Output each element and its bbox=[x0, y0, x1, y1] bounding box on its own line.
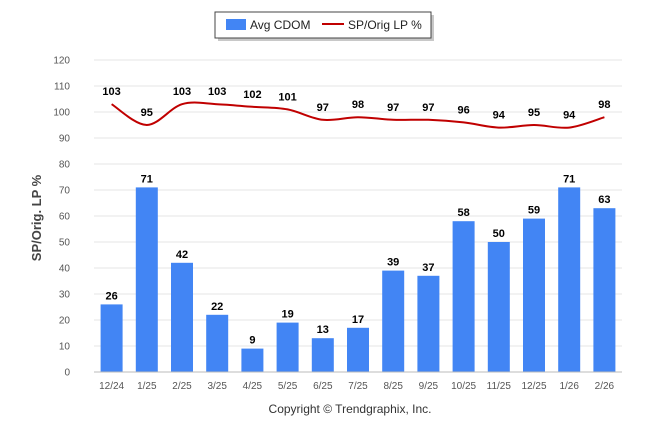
bar-value-label: 17 bbox=[352, 314, 364, 326]
bar-value-label: 19 bbox=[281, 309, 293, 321]
x-tick-label: 3/25 bbox=[207, 381, 227, 392]
bar bbox=[487, 242, 510, 372]
y-tick-label: 80 bbox=[59, 160, 71, 171]
line-value-label: 97 bbox=[387, 102, 399, 114]
line-value-label: 98 bbox=[598, 99, 610, 111]
bar-value-label: 37 bbox=[422, 262, 434, 274]
x-tick-label: 12/25 bbox=[521, 381, 546, 392]
line-value-label: 103 bbox=[173, 86, 191, 98]
legend-label-line: SP/Orig LP % bbox=[348, 18, 422, 32]
x-axis-ticks: 12/24 1/25 2/25 3/25 4/25 5/25 6/25 7/25 8/25 9/2… bbox=[99, 381, 614, 392]
bar bbox=[382, 270, 405, 372]
x-tick-label: 2/25 bbox=[172, 381, 192, 392]
y-axis-title: SP/Orig. LP % bbox=[29, 174, 44, 261]
bar-value-label: 39 bbox=[387, 257, 399, 269]
bar bbox=[311, 338, 334, 372]
bar-value-label: 22 bbox=[211, 301, 223, 313]
legend-swatch-bars bbox=[226, 19, 246, 30]
bar bbox=[452, 221, 475, 372]
bar-value-label: 71 bbox=[141, 173, 153, 185]
y-tick-label: 0 bbox=[64, 368, 70, 379]
bar-value-label: 71 bbox=[563, 173, 575, 185]
line-path bbox=[111, 101, 605, 129]
bar-value-label: 58 bbox=[457, 207, 469, 219]
line-value-label: 102 bbox=[243, 89, 261, 101]
x-tick-label: 2/26 bbox=[595, 381, 615, 392]
bar bbox=[417, 275, 440, 372]
y-tick-label: 30 bbox=[59, 290, 71, 301]
y-tick-label: 90 bbox=[59, 134, 71, 145]
bar bbox=[276, 322, 299, 372]
y-tick-label: 20 bbox=[59, 316, 71, 327]
bar bbox=[100, 304, 123, 372]
line-value-label: 98 bbox=[352, 99, 364, 111]
legend-label-bars: Avg CDOM bbox=[250, 18, 310, 32]
x-tick-label: 8/25 bbox=[383, 381, 403, 392]
y-tick-label: 60 bbox=[59, 212, 71, 223]
y-tick-label: 50 bbox=[59, 238, 71, 249]
line-value-label: 96 bbox=[457, 104, 469, 116]
bar bbox=[347, 327, 369, 372]
line-value-label: 94 bbox=[493, 110, 506, 122]
line-value-label: 97 bbox=[422, 102, 434, 114]
bar-value-label: 9 bbox=[249, 335, 255, 347]
bar-value-label: 13 bbox=[317, 324, 329, 336]
y-axis-ticks: 0 10 20 30 40 50 60 70 80 90 100 110 120 bbox=[53, 56, 70, 379]
bar bbox=[241, 348, 264, 372]
bar bbox=[135, 187, 158, 372]
line-value-label: 94 bbox=[563, 110, 576, 122]
bar-value-label: 50 bbox=[493, 228, 505, 240]
line-value-labels: 103 95 103 103 102 101 97 98 97 97 96 94 95 94 98 bbox=[102, 86, 610, 121]
y-tick-label: 100 bbox=[53, 108, 70, 119]
line-value-label: 103 bbox=[102, 86, 120, 98]
bar bbox=[558, 187, 581, 372]
line-value-label: 95 bbox=[141, 107, 153, 119]
y-tick-label: 110 bbox=[54, 82, 70, 93]
bar bbox=[523, 218, 545, 372]
y-tick-label: 10 bbox=[59, 342, 71, 353]
y-tick-label: 40 bbox=[59, 264, 71, 275]
x-tick-label: 1/26 bbox=[559, 381, 579, 392]
bar-value-labels: 26 71 42 22 9 19 13 17 39 37 58 50 59 71 63 bbox=[105, 173, 610, 346]
bar-value-label: 42 bbox=[176, 249, 188, 261]
x-tick-label: 12/24 bbox=[99, 381, 124, 392]
bar-series bbox=[100, 187, 616, 372]
y-tick-label: 120 bbox=[53, 56, 70, 67]
line-series bbox=[111, 101, 605, 129]
x-tick-label: 4/25 bbox=[243, 381, 263, 392]
x-tick-label: 11/25 bbox=[487, 381, 512, 392]
bar-value-label: 26 bbox=[105, 290, 117, 302]
bar bbox=[206, 314, 229, 372]
x-tick-label: 10/25 bbox=[451, 381, 476, 392]
bar bbox=[593, 208, 616, 372]
x-tick-label: 1/25 bbox=[137, 381, 157, 392]
x-tick-label: 9/25 bbox=[419, 381, 439, 392]
line-value-label: 101 bbox=[278, 91, 296, 103]
x-tick-label: 7/25 bbox=[348, 381, 368, 392]
bar-value-label: 59 bbox=[528, 205, 540, 217]
bar-value-label: 63 bbox=[598, 194, 610, 206]
bar bbox=[171, 262, 193, 372]
line-value-label: 97 bbox=[317, 102, 329, 114]
copyright-text: Copyright © Trendgraphix, Inc. bbox=[269, 402, 432, 416]
x-tick-label: 5/25 bbox=[278, 381, 298, 392]
x-tick-label: 6/25 bbox=[313, 381, 333, 392]
line-value-label: 95 bbox=[528, 107, 540, 119]
legend: Avg CDOM SP/Orig LP % bbox=[214, 11, 434, 41]
line-value-label: 103 bbox=[208, 86, 226, 98]
y-tick-label: 70 bbox=[59, 186, 71, 197]
